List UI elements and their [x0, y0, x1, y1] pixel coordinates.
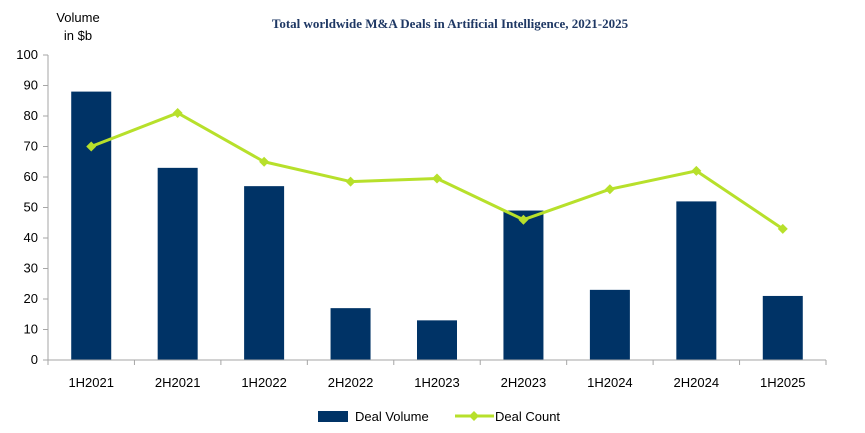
- legend: Deal Volume Deal Count: [318, 409, 560, 424]
- bar-deal-volume-2H2021: [157, 167, 198, 360]
- x-axis-ticks: 1H2021 2H2021 1H2022 2H2022 1H2023 2H2023 1H20…: [68, 375, 805, 390]
- y-tick-label: 40: [24, 230, 38, 245]
- x-tick-label: 2H2024: [674, 375, 720, 390]
- point-deal-count-1H2023: [432, 173, 442, 184]
- y-axis-label-line1: Volume: [56, 10, 99, 25]
- bar-series: [71, 91, 803, 360]
- point-deal-count-1H2024: [604, 184, 615, 195]
- x-tick-label: 2H2023: [501, 375, 547, 390]
- legend-marker-deal-count: [469, 411, 479, 421]
- point-deal-count-1H2025: [777, 223, 788, 234]
- x-tick-label: 1H2023: [414, 375, 460, 390]
- legend-label-deal-count: Deal Count: [495, 409, 560, 424]
- y-tick-label: 60: [24, 169, 38, 184]
- bar-deal-volume-2H2024: [676, 201, 717, 360]
- point-deal-count-1H2021: [86, 141, 97, 152]
- legend-swatch-deal-volume: [318, 411, 348, 422]
- y-tick-label: 90: [24, 78, 38, 93]
- bar-deal-volume-1H2021: [71, 91, 112, 360]
- x-tick-label: 1H2022: [241, 375, 287, 390]
- point-deal-count-2H2023: [518, 214, 529, 225]
- bar-deal-volume-1H2025: [762, 295, 803, 360]
- point-deal-count-2H2021: [172, 107, 183, 118]
- x-tick-label: 1H2025: [760, 375, 806, 390]
- y-tick-label: 30: [24, 261, 38, 276]
- x-tick-label: 2H2021: [155, 375, 201, 390]
- chart-title: Total worldwide M&A Deals in Artificial …: [272, 16, 629, 31]
- y-tick-label: 20: [24, 291, 38, 306]
- y-tick-label: 100: [16, 47, 38, 62]
- x-tick-label: 2H2022: [328, 375, 374, 390]
- y-tick-label: 10: [24, 322, 38, 337]
- bar-deal-volume-1H2024: [589, 289, 630, 360]
- y-axis-ticks: 0 10 20 30 40 50 60 70 80 90 100: [16, 47, 38, 367]
- point-deal-count-2H2024: [691, 165, 702, 176]
- point-deal-count-2H2022: [345, 176, 356, 187]
- y-axis-label-line2: in $b: [64, 28, 92, 43]
- bar-deal-volume-1H2023: [417, 320, 457, 360]
- y-tick-label: 50: [24, 200, 38, 215]
- y-tick-label: 80: [24, 108, 38, 123]
- x-tick-label: 1H2021: [68, 375, 114, 390]
- bar-deal-volume-1H2022: [244, 186, 285, 360]
- y-tick-label: 0: [31, 352, 38, 367]
- point-deal-count-1H2022: [259, 156, 270, 167]
- legend-label-deal-volume: Deal Volume: [355, 409, 429, 424]
- bar-deal-volume-2H2022: [330, 308, 371, 360]
- line-series: [86, 107, 788, 234]
- x-tick-label: 1H2024: [587, 375, 633, 390]
- axes: [43, 54, 827, 365]
- y-tick-label: 70: [24, 139, 38, 154]
- bar-deal-volume-2H2023: [503, 210, 544, 360]
